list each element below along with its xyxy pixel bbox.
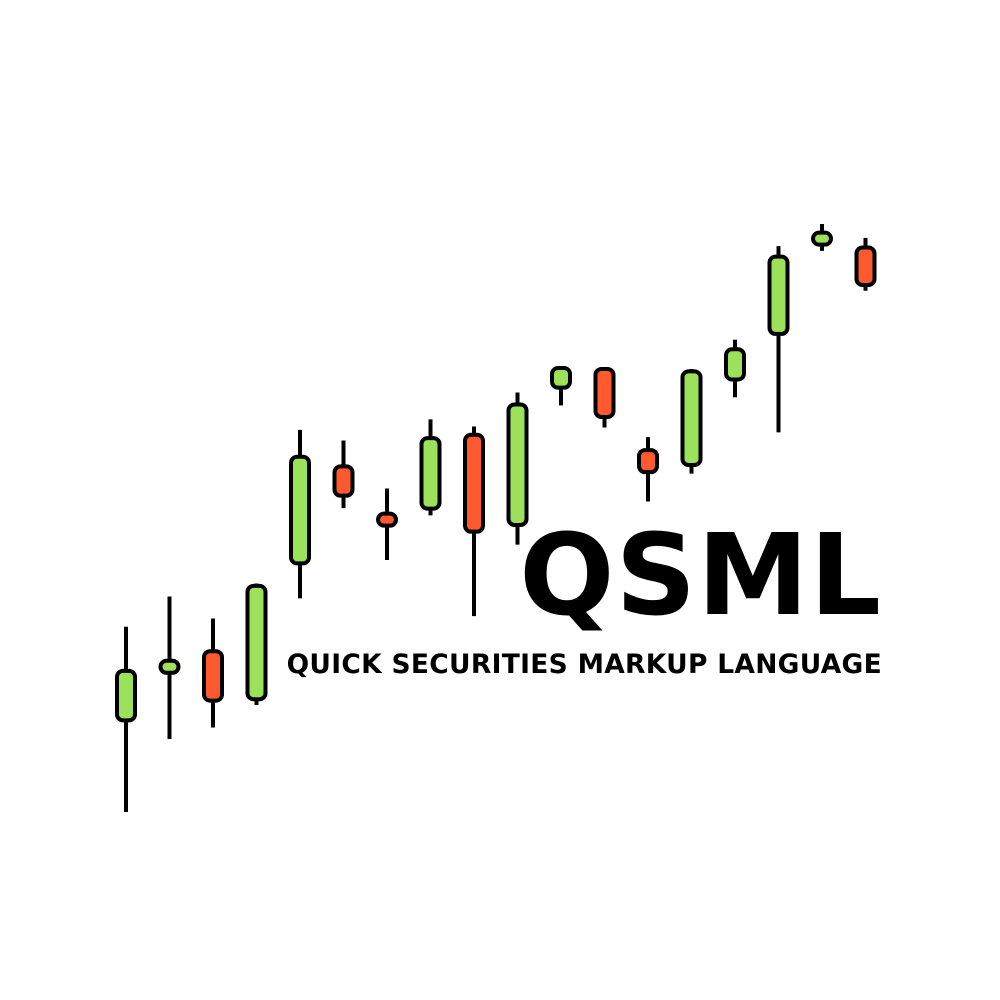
candle [463, 426, 485, 617]
candle [202, 618, 224, 728]
candle-body-down [202, 649, 224, 703]
candle [419, 419, 442, 516]
candle [637, 437, 659, 502]
candle-body-down [332, 464, 355, 498]
candle-body-down [854, 245, 877, 287]
candle-body-up [680, 369, 703, 467]
candle-body-down [637, 448, 659, 475]
candle-body-up [550, 366, 572, 390]
candle [115, 626, 137, 812]
candle-body-up [115, 668, 137, 723]
candle-body-down [463, 432, 485, 534]
candle [680, 368, 703, 474]
candle [724, 339, 746, 398]
candle [289, 429, 311, 599]
candle-body-up [245, 583, 268, 702]
candle [332, 440, 355, 509]
brand-title: QSML [519, 511, 882, 641]
candle-body-up [767, 254, 790, 336]
candle-body-down [376, 511, 398, 528]
candle [767, 246, 790, 433]
candle [506, 392, 529, 545]
candle [245, 583, 268, 705]
candle-body-up [506, 402, 529, 527]
candle-body-up [724, 347, 746, 382]
candle-body-down [593, 366, 616, 419]
candle-body-up [419, 436, 442, 511]
candle [376, 488, 398, 560]
candle [811, 224, 833, 251]
candle [550, 366, 572, 406]
candle [593, 366, 616, 428]
candle [158, 596, 181, 740]
candle [854, 237, 877, 291]
brand-subtitle: QUICK SECURITIES MARKUP LANGUAGE [286, 649, 882, 680]
candle-body-up [158, 658, 181, 675]
candle-body-up [811, 230, 833, 247]
candle-body-up [289, 454, 311, 566]
